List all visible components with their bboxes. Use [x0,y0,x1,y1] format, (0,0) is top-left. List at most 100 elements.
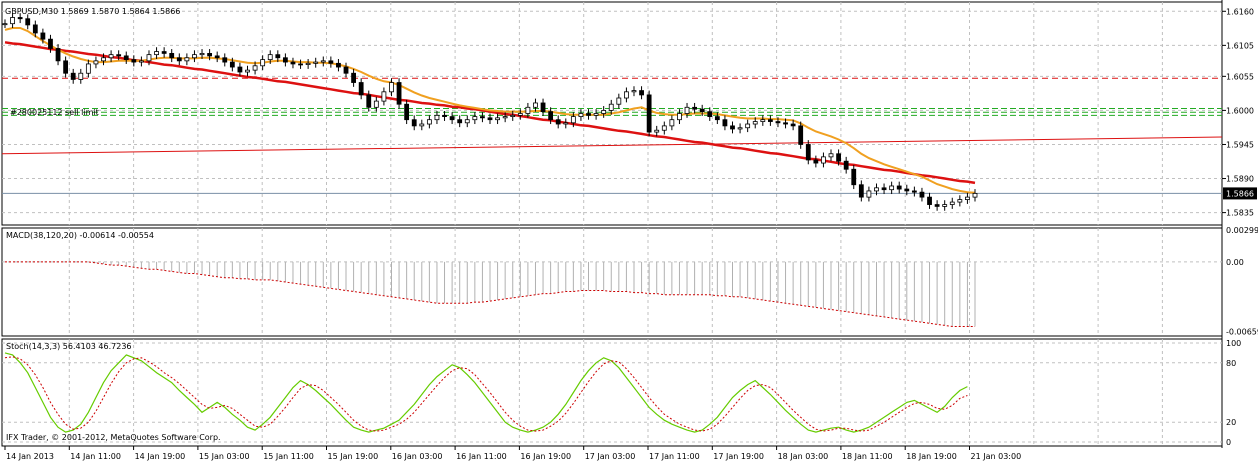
candle-body-5 [40,32,46,40]
time-tick-label: 14 Jan 11:00 [70,452,121,461]
candle-body-128 [972,193,978,198]
time-tick-label: 16 Jan 03:00 [392,452,443,461]
candle-body-48 [366,94,372,108]
time-tick-label: 14 Jan 2013 [6,452,54,461]
candle-body-16 [123,55,129,61]
candle-body-121 [919,191,925,198]
stoch-panel[interactable] [4,352,968,433]
candle-body-127 [965,196,970,201]
candle-body-63 [480,116,485,119]
candle-body-3 [25,18,31,26]
stoch-signal-line [4,356,968,432]
candle-body-112 [851,168,857,186]
candle-body-66 [502,116,508,119]
time-tick-label: 15 Jan 11:00 [263,452,314,461]
candle-body-41 [313,61,319,64]
candle-body-104 [790,123,796,127]
candle-body-49 [373,100,379,108]
candle-body-77 [586,113,591,116]
candle-body-85 [646,94,652,133]
candle-body-26 [199,53,205,56]
candle-body-70 [533,102,538,108]
candle-body-76 [578,113,584,117]
candle-body-91 [692,106,698,110]
macd-tick-label: -0.00659 [1226,328,1258,337]
price-tick-label: 1.5945 [1226,140,1254,149]
candle-body-107 [813,159,819,164]
candle-body-82 [624,91,629,99]
time-tick-label: 16 Jan 19:00 [520,452,571,461]
symbol-header: GBPUSD,M30 1.5869 1.5870 1.5864 1.5866 [5,7,180,16]
candle-body-126 [957,199,963,203]
time-tick-label: 17 Jan 19:00 [713,452,764,461]
candle-body-60 [457,119,463,124]
candle-body-83 [631,90,637,93]
stoch-tick-label: 0 [1226,438,1231,447]
macd-panel[interactable] [5,261,976,327]
candle-body-116 [881,187,887,191]
candle-body-108 [821,156,826,164]
macd-tick-label: 0.00 [1226,258,1244,267]
copyright-text: IFX Trader, © 2001-2012, MetaQuotes Soft… [6,433,221,442]
candle-body-93 [707,111,713,117]
candle-body-18 [139,60,144,63]
candle-body-89 [677,113,682,121]
candle-body-21 [161,51,167,54]
candle-body-113 [858,184,864,198]
candle-body-96 [730,125,735,130]
macd-label: MACD(38,120,20) -0.00614 -0.00554 [6,231,154,240]
candle-body-103 [783,122,788,125]
candle-body-8 [63,60,69,74]
ma-fast-line [4,27,976,194]
candle-body-38 [290,61,296,65]
grid-lines [2,2,1222,446]
candle-body-114 [866,190,872,198]
candle-body-58 [442,114,447,117]
candle-body-46 [351,72,356,83]
candle-body-14 [108,54,114,59]
candle-body-119 [904,188,910,192]
candle-body-99 [752,121,758,125]
panel-frame-2 [1,338,1223,447]
candle-body-94 [714,116,720,121]
candle-body-6 [48,38,53,49]
time-tick-label: 18 Jan 03:00 [778,452,829,461]
candle-body-95 [722,119,728,127]
candle-body-62 [472,116,478,121]
candle-body-86 [654,129,660,133]
candle-body-15 [116,54,122,57]
candle-body-32 [245,69,250,73]
time-tick-label: 21 Jan 03:00 [971,452,1022,461]
candle-body-101 [767,119,773,122]
candle-body-124 [942,204,948,207]
candle-body-12 [93,60,99,65]
candle-body-27 [207,53,213,57]
candle-body-52 [396,82,402,105]
candle-body-80 [608,103,614,111]
candle-body-36 [275,54,281,59]
candle-body-2 [17,17,23,20]
candle-body-105 [798,125,804,145]
panels [1,0,1223,448]
candle-body-44 [336,62,341,68]
candle-body-37 [282,57,288,63]
candle-body-65 [495,117,500,121]
time-tick-label: 16 Jan 11:00 [456,452,507,461]
price-tick-label: 1.6000 [1226,106,1254,115]
candle-body-55 [419,123,425,127]
candle-body-92 [699,108,705,113]
price-tick-label: 1.5890 [1226,175,1254,184]
candle-body-56 [426,119,432,125]
candle-body-10 [78,72,84,80]
candle-body-67 [510,114,516,117]
price-panel[interactable] [1,13,1223,211]
candle-body-87 [661,125,667,131]
last-price-label: 1.5866 [1226,189,1254,198]
stoch-tick-label: 100 [1226,339,1241,348]
candle-body-51 [389,82,394,93]
candle-body-31 [237,66,243,73]
candle-body-122 [927,196,932,205]
candle-body-100 [760,119,766,122]
